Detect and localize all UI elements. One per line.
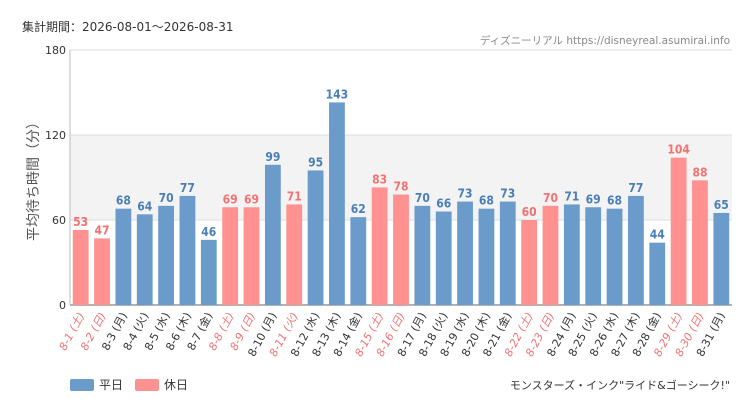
data-label: 53 bbox=[73, 215, 88, 229]
bar bbox=[371, 187, 388, 305]
bar bbox=[521, 220, 538, 305]
bar bbox=[414, 205, 431, 305]
data-label: 104 bbox=[667, 143, 690, 157]
bar bbox=[158, 205, 174, 305]
data-label: 68 bbox=[116, 194, 131, 208]
data-label: 77 bbox=[180, 181, 195, 195]
data-label: 77 bbox=[628, 181, 643, 195]
bar bbox=[499, 201, 516, 305]
attraction-name: モンスターズ・インク"ライド&ゴーシーク!" bbox=[510, 378, 730, 392]
bar bbox=[713, 212, 730, 305]
data-label: 65 bbox=[714, 198, 729, 212]
data-label: 78 bbox=[393, 180, 408, 194]
bar bbox=[563, 204, 580, 305]
legend: 平日 休日 bbox=[70, 378, 188, 392]
y-tick-label: 120 bbox=[45, 129, 66, 142]
data-label: 73 bbox=[458, 187, 473, 201]
y-tick-label: 0 bbox=[59, 299, 66, 312]
legend-swatch-holiday bbox=[135, 379, 159, 391]
data-label: 44 bbox=[650, 228, 666, 242]
data-label: 62 bbox=[351, 202, 366, 216]
bar bbox=[72, 229, 89, 305]
data-label: 69 bbox=[244, 192, 259, 206]
credit-label: ディズニーリアル https://disneyreal.asumirai.inf… bbox=[480, 34, 730, 47]
bar bbox=[478, 208, 495, 305]
bar bbox=[286, 204, 303, 305]
bar bbox=[457, 201, 473, 305]
data-label: 83 bbox=[372, 172, 387, 186]
data-label: 88 bbox=[692, 165, 707, 179]
y-tick-label: 60 bbox=[52, 214, 66, 227]
legend-label-holiday: 休日 bbox=[164, 378, 188, 392]
data-label: 70 bbox=[543, 191, 558, 205]
bar bbox=[692, 180, 708, 305]
data-label: 68 bbox=[607, 194, 622, 208]
data-label: 70 bbox=[415, 191, 430, 205]
bar bbox=[670, 157, 687, 305]
bar bbox=[200, 239, 217, 305]
bar bbox=[435, 211, 452, 305]
legend-label-weekday: 平日 bbox=[99, 378, 123, 392]
bar bbox=[179, 195, 196, 305]
y-axis-title: 平均待ち時間（分） bbox=[26, 115, 42, 241]
data-label: 95 bbox=[308, 155, 323, 169]
data-label: 66 bbox=[436, 197, 451, 211]
bar bbox=[115, 208, 132, 305]
bar bbox=[393, 194, 409, 305]
data-label: 64 bbox=[137, 199, 153, 213]
bar bbox=[307, 170, 324, 305]
data-label: 71 bbox=[287, 189, 302, 203]
data-label: 69 bbox=[586, 192, 601, 206]
legend-swatch-weekday bbox=[70, 379, 94, 391]
data-label: 68 bbox=[479, 194, 494, 208]
data-label: 71 bbox=[564, 189, 579, 203]
bar bbox=[542, 205, 559, 305]
bar bbox=[606, 208, 623, 305]
bar bbox=[350, 217, 367, 305]
data-label: 70 bbox=[159, 191, 174, 205]
bar bbox=[649, 242, 666, 305]
bar bbox=[136, 214, 153, 305]
bar bbox=[222, 207, 239, 305]
y-tick-label: 180 bbox=[45, 44, 66, 57]
data-label: 46 bbox=[201, 225, 216, 239]
bar bbox=[585, 207, 602, 305]
bar bbox=[329, 102, 345, 306]
data-label: 99 bbox=[265, 150, 280, 164]
data-label: 47 bbox=[95, 223, 110, 237]
data-label: 73 bbox=[500, 187, 515, 201]
bar bbox=[243, 207, 260, 305]
period-label: 集計期間：2026-08-01～2026-08-31 bbox=[22, 19, 233, 34]
data-label: 69 bbox=[223, 192, 238, 206]
data-label: 143 bbox=[326, 87, 349, 101]
data-label: 60 bbox=[522, 205, 537, 219]
bar bbox=[628, 195, 644, 305]
bar bbox=[94, 238, 110, 305]
bar bbox=[264, 164, 281, 305]
